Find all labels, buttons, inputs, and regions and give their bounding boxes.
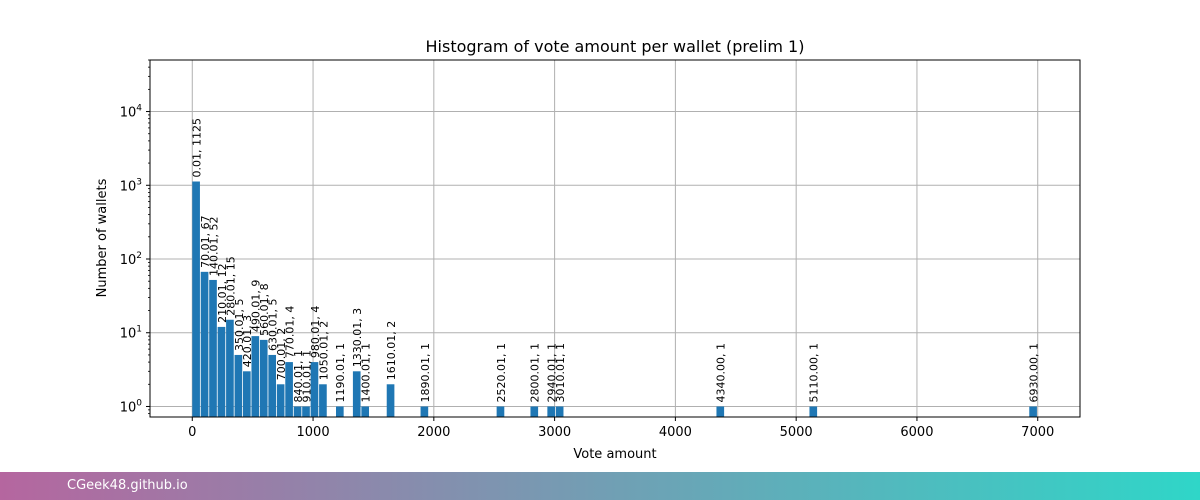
- histogram-bar: [302, 406, 310, 417]
- chart-container: Histogram of vote amount per wallet (pre…: [95, 37, 1081, 462]
- bar-value-label: 280.01, 15: [224, 256, 237, 315]
- histogram-bar: [547, 406, 556, 417]
- bar-value-label: 630.01, 5: [267, 298, 280, 350]
- bar-value-label: 910.01, 1: [300, 350, 313, 402]
- histogram-bar: [276, 384, 285, 417]
- x-tick-label: 7000: [1021, 425, 1054, 440]
- bar-value-label: 840.01, 1: [292, 350, 305, 402]
- bar-value-label: 980.01, 4: [309, 306, 322, 358]
- histogram-bar: [200, 271, 209, 417]
- bar-value-label: 0.01, 1125: [191, 118, 204, 177]
- histogram-bar: [530, 406, 539, 417]
- histogram-bar: [192, 181, 200, 417]
- histogram-bar: [226, 319, 234, 417]
- histogram-bar: [352, 371, 361, 417]
- histogram-bar: [716, 406, 725, 417]
- histogram-bar: [555, 406, 564, 417]
- bar-value-label: 2800.01, 1: [529, 343, 542, 402]
- y-tick-label: 104: [120, 104, 143, 121]
- x-tick-label: 0: [188, 425, 196, 440]
- bar-value-label: 70.01, 67: [199, 215, 212, 267]
- histogram-bar: [243, 371, 251, 417]
- histogram-bar: [809, 406, 818, 417]
- histogram-bar: [496, 406, 505, 417]
- x-tick-label: 4000: [659, 425, 692, 440]
- bar-value-label: 4340.00, 1: [715, 343, 728, 402]
- bar-value-label: 6930.00, 1: [1028, 343, 1041, 402]
- histogram-bar: [268, 354, 277, 417]
- histogram-bar: [1029, 406, 1037, 417]
- x-axis: 0 1000 2000 3000 4000 5000 6000 7000: [188, 417, 1054, 440]
- footer-bar: CGeek48.github.io: [0, 472, 1200, 500]
- histogram-bar: [420, 406, 429, 417]
- x-axis-title: Vote amount: [573, 447, 656, 462]
- bar-layer: [192, 181, 1037, 417]
- y-tick-label: 102: [120, 251, 142, 268]
- histogram-bar: [259, 339, 268, 417]
- bar-value-label: 1330.01, 3: [351, 308, 364, 367]
- histogram-bar: [209, 279, 217, 417]
- plot-frame: [149, 59, 1081, 418]
- x-tick-label: 5000: [780, 425, 813, 440]
- bar-value-label: 1400.01, 1: [360, 343, 373, 402]
- bar-value-label: 1050.01, 2: [317, 321, 330, 380]
- histogram-bar: [361, 406, 370, 417]
- bar-value-label: 5110.00, 1: [808, 343, 821, 402]
- histogram-bar: [251, 336, 260, 417]
- bar-value-label: 210.01, 12: [216, 263, 229, 322]
- chart-title: Histogram of vote amount per wallet (pre…: [426, 37, 805, 56]
- x-tick-label: 2000: [417, 425, 450, 440]
- histogram-bar: [285, 362, 293, 417]
- histogram-chart: Histogram of vote amount per wallet (pre…: [95, 37, 1081, 462]
- bar-value-label: 3010.01, 1: [554, 343, 567, 402]
- x-tick-label: 1000: [297, 425, 330, 440]
- histogram-bar: [217, 326, 226, 417]
- y-tick-label: 100: [120, 398, 143, 415]
- y-tick-label: 103: [120, 177, 142, 194]
- histogram-bar: [310, 362, 319, 417]
- histogram-bar: [336, 406, 344, 417]
- y-axis: 100 101 102 103 104: [120, 59, 150, 415]
- bar-value-label: 490.01, 9: [250, 280, 263, 332]
- bar-value-label: 700.01, 2: [275, 328, 288, 380]
- histogram-bar: [386, 384, 395, 417]
- histogram-bar: [234, 354, 243, 417]
- bar-value-label: 420.01, 3: [241, 315, 254, 367]
- bar-value-label: 560.01, 8: [258, 283, 271, 335]
- histogram-bar: [319, 384, 327, 417]
- histogram-bar: [293, 406, 302, 417]
- bar-value-label: 1890.01, 1: [419, 343, 432, 402]
- bar-value-label: 1610.01, 2: [385, 321, 398, 380]
- x-tick-label: 3000: [538, 425, 571, 440]
- grid-layer: [150, 60, 1080, 417]
- footer-site-link[interactable]: CGeek48.github.io: [67, 478, 188, 493]
- bar-value-label: 2520.01, 1: [495, 343, 508, 402]
- y-axis-title: Number of wallets: [95, 178, 110, 297]
- bar-value-label: 350.01, 5: [233, 298, 246, 350]
- x-tick-label: 6000: [900, 425, 933, 440]
- bar-value-label: 1190.01, 1: [334, 343, 347, 402]
- bar-value-label: 770.01, 4: [284, 306, 297, 358]
- y-tick-label: 101: [120, 325, 142, 342]
- bar-value-label: 2940.01, 1: [546, 343, 559, 402]
- bar-value-label: 140.01, 52: [207, 216, 220, 275]
